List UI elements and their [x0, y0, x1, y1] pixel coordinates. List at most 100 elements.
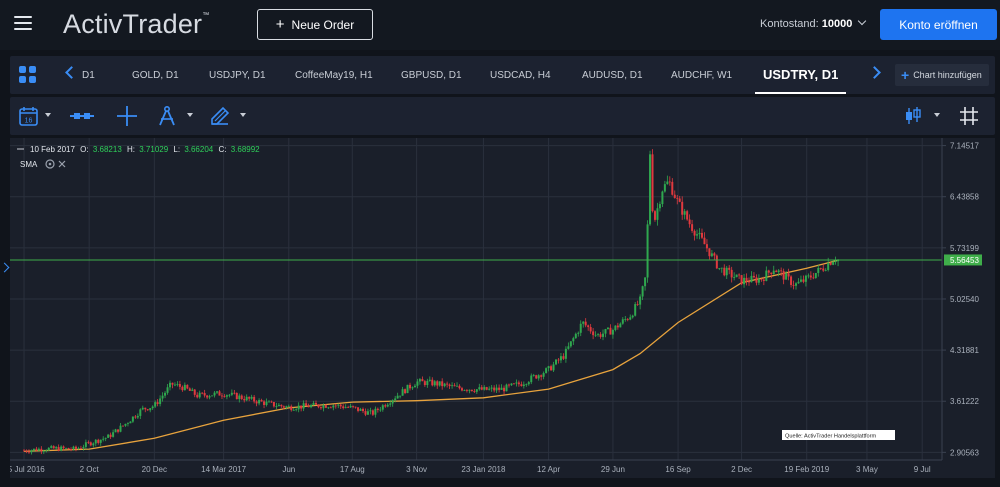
x-axis: 15 Jul 2016 2 Oct 20 Dec 14 Mar 2017 Jun 17 A…: [3, 465, 931, 474]
candle-body: [770, 272, 773, 275]
compass-icon[interactable]: [156, 105, 178, 127]
candle-body: [629, 317, 632, 320]
candle-body: [448, 384, 451, 387]
candle-body: [314, 402, 317, 405]
candle-body: [762, 279, 765, 281]
layout-grid-icon[interactable]: [19, 66, 36, 83]
chart-panel[interactable]: 7.14517 6.43858 5.73199 5.02540 4.31881 3.612…: [3, 138, 995, 478]
x-tick-label: 23 Jan 2018: [461, 465, 506, 474]
chevron-right-icon[interactable]: [868, 66, 881, 79]
candle-body: [475, 389, 478, 392]
sma-indicator-label[interactable]: SMA: [20, 160, 38, 169]
open-account-button[interactable]: Konto eröffnen: [880, 9, 997, 40]
candle-body: [94, 439, 97, 444]
candle-body: [136, 415, 139, 418]
candle-body: [542, 373, 545, 377]
candle-body: [517, 382, 520, 385]
chevron-down-icon[interactable]: [187, 113, 193, 117]
candle-body: [832, 261, 835, 265]
grid-hash-icon[interactable]: [958, 105, 980, 127]
tab-usdcad-h4[interactable]: USDCAD, H4: [490, 69, 551, 81]
balance-value: 10000: [821, 18, 853, 30]
candle-body: [70, 449, 73, 450]
candle-body: [292, 409, 295, 411]
candle-body: [777, 270, 780, 273]
ohlc-legend: 10 Feb 2017 O: 3.68213 H: 3.71029 L: 3.6…: [17, 145, 260, 169]
panel-expand-icon[interactable]: [0, 262, 10, 273]
candle-body: [104, 437, 107, 439]
candle-body: [374, 408, 377, 415]
candle-body: [757, 278, 760, 283]
candle-body: [765, 270, 768, 281]
candle-body: [515, 382, 518, 384]
tab-d1[interactable]: D1: [82, 69, 95, 81]
range-icon[interactable]: [68, 105, 96, 127]
candle-body: [656, 208, 659, 220]
calendar-icon[interactable]: 16: [18, 105, 40, 127]
candle-body: [389, 403, 392, 405]
y-tick-label: 7.14517: [950, 142, 979, 151]
ohlc-low: 3.66204: [184, 145, 213, 154]
sma-layer: [23, 259, 839, 452]
pencil-icon[interactable]: [209, 105, 231, 127]
tab-usdtry-d1[interactable]: USDTRY, D1: [755, 56, 847, 94]
candle-body: [775, 270, 778, 273]
new-order-label: Neue Order: [291, 17, 355, 32]
candle-body: [782, 271, 785, 280]
candle-body: [65, 447, 68, 449]
candle-body: [369, 410, 372, 412]
tab-audchf-w1[interactable]: AUDCHF, W1: [671, 69, 733, 81]
candle-body: [149, 408, 152, 411]
candle-body: [745, 277, 748, 282]
candle-body: [725, 267, 728, 276]
candle-body: [32, 448, 35, 451]
candle-body: [626, 319, 629, 320]
tab-usdjpy-d1[interactable]: USDJPY, D1: [209, 69, 266, 81]
candle-body: [446, 383, 449, 385]
candle-body: [255, 401, 258, 404]
tab-coffeemay19-h1[interactable]: CoffeeMay19, H1: [295, 69, 373, 81]
candle-body: [381, 405, 384, 410]
candle-body: [334, 405, 337, 407]
candle-body: [203, 393, 206, 396]
candle-body: [661, 191, 664, 205]
candle-body: [139, 409, 142, 416]
candle-body: [520, 384, 523, 387]
sma-line: [23, 259, 839, 452]
candle-body: [611, 329, 614, 335]
chevron-down-icon[interactable]: [934, 113, 940, 117]
settings-icon[interactable]: [45, 159, 55, 169]
add-chart-button[interactable]: + Chart hinzufügen: [895, 64, 989, 86]
candle-body: [275, 406, 278, 407]
candle-body: [594, 334, 597, 336]
logo-text: ActivTrader: [63, 9, 203, 39]
candle-body: [253, 396, 256, 402]
new-order-button[interactable]: + Neue Order: [257, 9, 373, 40]
candle-body: [503, 387, 506, 392]
ohlc-high-label: H:: [127, 145, 135, 154]
x-tick-label: Jun: [282, 465, 295, 474]
candle-body: [60, 446, 63, 451]
candle-body: [322, 405, 325, 409]
close-icon[interactable]: [58, 160, 66, 168]
candle-body: [577, 332, 580, 334]
chevron-down-icon[interactable]: [240, 113, 246, 117]
chevron-left-icon[interactable]: [65, 66, 78, 79]
candle-body: [686, 211, 689, 220]
candle-body: [525, 384, 528, 385]
tab-audusd-d1[interactable]: AUDUSD, D1: [582, 69, 643, 81]
candle-body: [62, 446, 65, 449]
hamburger-menu-icon[interactable]: [14, 16, 32, 30]
crosshair-icon[interactable]: [116, 105, 138, 127]
tab-gold-d1[interactable]: GOLD, D1: [132, 69, 179, 81]
candles-icon[interactable]: [903, 105, 923, 127]
candle-body: [401, 389, 404, 396]
price-chart[interactable]: 7.14517 6.43858 5.73199 5.02540 4.31881 3.612…: [3, 138, 995, 478]
chevron-down-icon[interactable]: [45, 113, 51, 117]
candle-body: [332, 405, 335, 408]
candle-body: [792, 284, 795, 286]
tab-gbpusd-d1[interactable]: GBPUSD, D1: [401, 69, 462, 81]
account-balance-dropdown[interactable]: Kontostand: 10000: [760, 16, 867, 30]
candle-body: [824, 269, 827, 271]
candle-body: [812, 277, 815, 279]
